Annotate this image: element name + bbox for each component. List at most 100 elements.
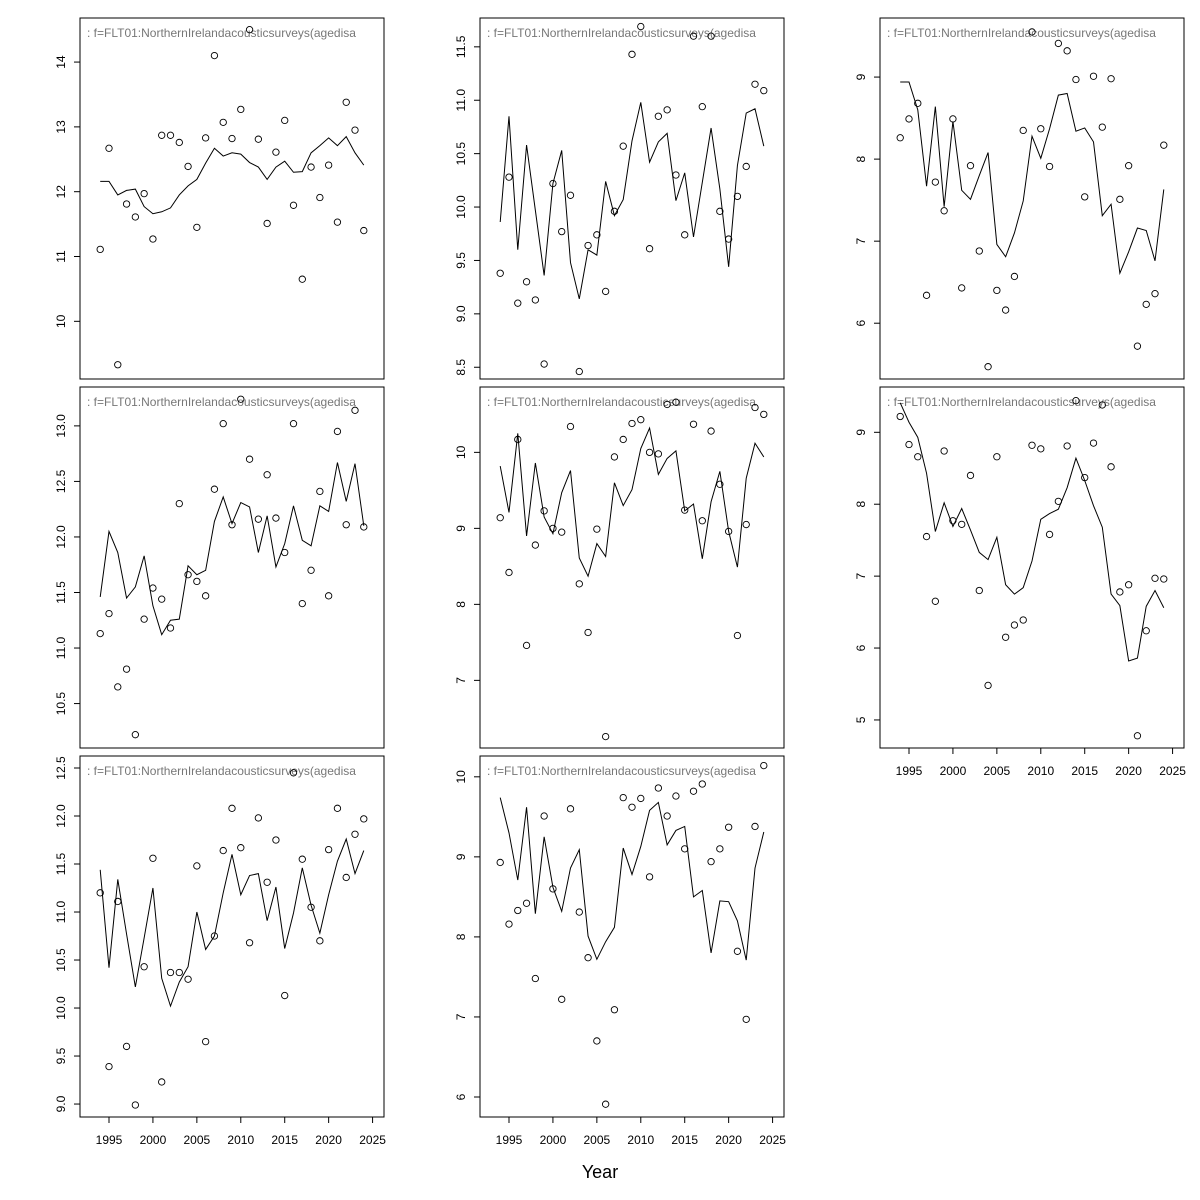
y-tick-label: 10.0 [454, 195, 468, 219]
data-point [184, 162, 192, 171]
data-point [628, 419, 636, 428]
y-tick-label: 10.5 [54, 692, 68, 716]
data-point [1133, 342, 1142, 350]
data-point [593, 525, 601, 533]
y-tick-label: 6 [454, 1093, 468, 1100]
data-point [1151, 290, 1159, 298]
data-point [575, 908, 583, 916]
data-point [219, 846, 227, 855]
data-point [351, 406, 359, 414]
data-point [733, 631, 742, 640]
data-point [1037, 445, 1045, 453]
data-point [237, 844, 245, 852]
data-point [175, 499, 183, 508]
data-point [905, 115, 913, 123]
data-point [175, 968, 183, 977]
data-point [681, 231, 689, 239]
x-tick-label: 1995 [496, 1133, 523, 1147]
data-point [637, 22, 645, 31]
y-tick-label: 10.5 [454, 142, 468, 166]
x-tick-label: 2005 [184, 1133, 211, 1147]
data-point [1160, 575, 1168, 583]
data-point [637, 416, 645, 424]
data-point [742, 520, 750, 529]
x-axis-label: Year [582, 1162, 618, 1182]
data-point [940, 447, 948, 455]
data-line [100, 135, 365, 215]
y-tick-label: 9.0 [454, 305, 468, 322]
x-tick-label: 1995 [896, 764, 923, 778]
y-tick-label: 13 [54, 120, 68, 134]
data-point [263, 471, 271, 479]
data-point [584, 628, 592, 637]
data-point [114, 361, 122, 369]
data-point [1010, 272, 1019, 281]
data-point [254, 814, 263, 822]
data-point [201, 592, 210, 600]
data-point [1142, 300, 1150, 308]
panel: : f=FLT01:NorthernIrelandacousticsurveys… [54, 755, 386, 1147]
data-point [1063, 442, 1071, 450]
data-point [505, 920, 513, 928]
data-point [689, 420, 698, 428]
y-tick-label: 7 [454, 677, 468, 684]
data-point [619, 793, 627, 802]
data-point [610, 453, 619, 461]
data-point [601, 732, 610, 741]
data-point [654, 112, 663, 120]
y-tick-label: 7 [854, 238, 868, 245]
data-point [96, 889, 104, 897]
data-point [105, 609, 113, 618]
data-point [316, 193, 324, 202]
data-point [619, 142, 627, 150]
y-tick-label: 9 [454, 525, 468, 532]
data-point [201, 134, 210, 142]
data-point [342, 873, 350, 882]
data-point [558, 528, 566, 536]
panel-frame [79, 386, 385, 749]
data-point [281, 991, 289, 1000]
data-point [540, 507, 548, 515]
data-point [166, 131, 175, 139]
data-point [905, 440, 913, 449]
x-tick-label: 2015 [271, 1133, 298, 1147]
y-tick-label: 9.0 [54, 1095, 68, 1112]
data-line [499, 426, 765, 578]
data-point [289, 769, 298, 777]
x-tick-label: 1995 [96, 1133, 123, 1147]
data-point [1116, 588, 1124, 596]
data-point [149, 854, 157, 862]
data-point [742, 162, 750, 171]
data-point [584, 954, 592, 962]
data-point [531, 541, 540, 549]
panel-title: : f=FLT01:NorthernIrelandacousticsurveys… [487, 764, 756, 778]
data-point [628, 803, 636, 811]
data-point [263, 878, 271, 886]
data-point [975, 247, 983, 255]
data-point [210, 485, 219, 493]
data-point [96, 629, 104, 638]
y-tick-label: 10 [54, 314, 68, 328]
data-point [558, 995, 566, 1003]
data-point [566, 191, 575, 199]
data-line [899, 402, 1165, 662]
data-point [1028, 28, 1036, 36]
data-point [751, 403, 759, 412]
panel-frame [79, 17, 385, 380]
data-point [289, 201, 298, 209]
data-point [1089, 439, 1098, 447]
data-point [1081, 193, 1089, 201]
y-tick-label: 12 [54, 185, 68, 199]
data-point [360, 226, 368, 235]
data-point [263, 219, 271, 228]
data-point [105, 1062, 113, 1071]
data-point [733, 192, 742, 201]
panel-title: : f=FLT01:NorthernIrelandacousticsurveys… [487, 395, 756, 409]
data-point [1089, 72, 1098, 80]
data-point [531, 296, 540, 304]
data-point [131, 213, 140, 221]
data-point [201, 1037, 210, 1046]
data-point [245, 939, 254, 947]
panel: : f=FLT01:NorthernIrelandacousticsurveys… [854, 17, 1185, 380]
data-point [751, 822, 759, 831]
